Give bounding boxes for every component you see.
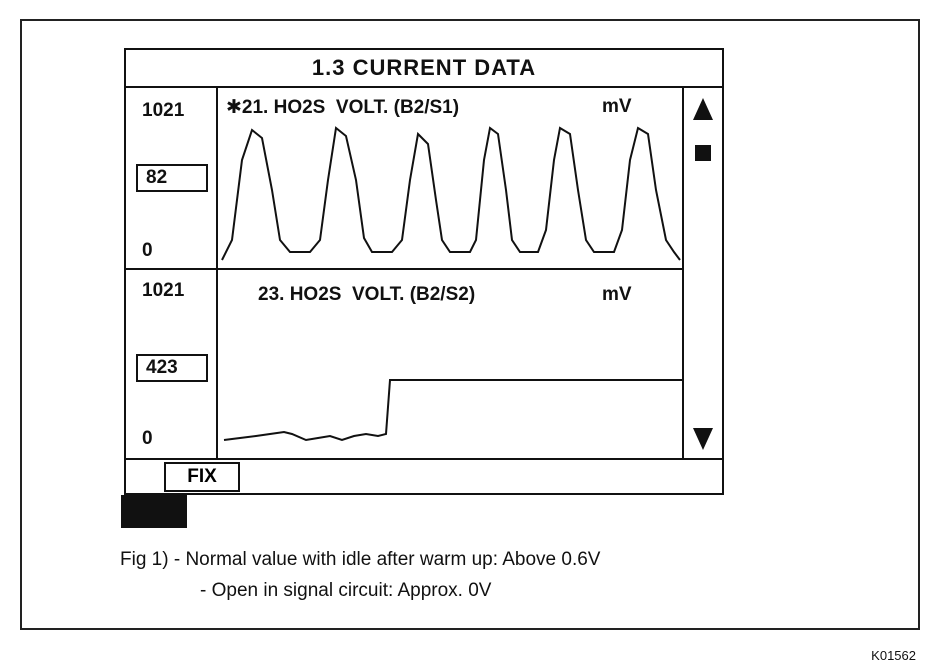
channel-1-waveform [221, 126, 681, 261]
channel-2-unit: mV [602, 284, 632, 305]
channel-2-scale-min: 0 [142, 428, 153, 449]
channel-1-title: ✱21. HO2S VOLT. (B2/S1) [226, 97, 460, 118]
square-icon [695, 145, 711, 161]
scan-tool-screen: 1.3 CURRENT DATA 1021 82 0 1021 423 0 ✱2… [124, 48, 724, 495]
channel-2-title: 23. HO2S VOLT. (B2/S2) [258, 284, 476, 305]
channel-1-scale-max: 1021 [142, 100, 185, 121]
scale-column: 1021 82 0 1021 423 0 [126, 88, 218, 458]
triangle-up-icon[interactable] [692, 96, 714, 122]
channel-1-scale-min: 0 [142, 240, 153, 261]
reference-code: K01562 [871, 648, 916, 663]
fix-button[interactable]: FIX [164, 462, 240, 492]
panel-divider [126, 268, 682, 270]
channel-1-value-box: 82 [136, 164, 208, 192]
figure-frame [20, 19, 920, 630]
black-block [121, 495, 187, 528]
scrollbar[interactable] [682, 88, 722, 458]
bottom-bar-divider [126, 458, 722, 460]
caption-line-2: - Open in signal circuit: Approx. 0V [200, 580, 492, 601]
screen-title: 1.3 CURRENT DATA [126, 50, 722, 88]
channel-2-value-box: 423 [136, 354, 208, 382]
channel-2-waveform [223, 379, 682, 442]
channel-1-unit: mV [602, 96, 632, 117]
channel-2-scale-max: 1021 [142, 280, 185, 301]
caption-line-1: Fig 1) - Normal value with idle after wa… [120, 549, 601, 570]
triangle-down-icon[interactable] [692, 426, 714, 452]
